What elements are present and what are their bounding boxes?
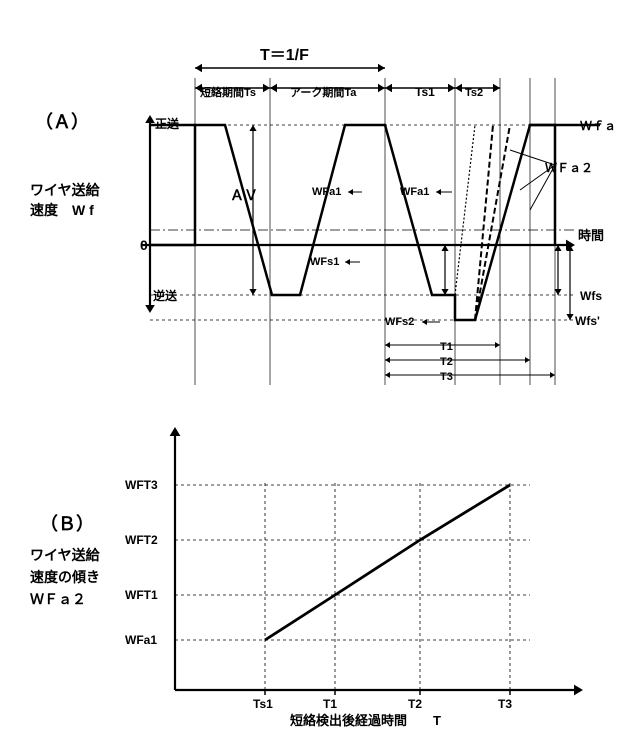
svg-text:時間: 時間 [578, 228, 604, 243]
svg-text:WFa1: WFa1 [312, 186, 341, 198]
svg-text:Ts1: Ts1 [253, 697, 273, 711]
svg-text:WFs2: WFs2 [385, 316, 414, 328]
svg-text:（Ａ）: （Ａ） [35, 112, 89, 132]
svg-text:アーク期間Ta: アーク期間Ta [290, 85, 357, 99]
svg-text:T3: T3 [440, 371, 453, 383]
svg-text:正送: 正送 [155, 116, 180, 131]
svg-text:Ｗｆａ: Ｗｆａ [580, 119, 616, 133]
svg-text:T1: T1 [440, 341, 453, 353]
svg-text:WFT3: WFT3 [125, 478, 158, 492]
svg-text:Ts1: Ts1 [415, 85, 435, 99]
svg-text:Wfs: Wfs [580, 289, 602, 303]
svg-text:Ts2: Ts2 [465, 87, 483, 99]
svg-text:短絡期間Ts: 短絡期間Ts [200, 85, 256, 99]
svg-text:WFa1: WFa1 [400, 186, 429, 198]
svg-text:0: 0 [140, 237, 148, 253]
svg-text:WFT2: WFT2 [125, 533, 158, 547]
svg-text:WFT1: WFT1 [125, 588, 158, 602]
svg-text:T2: T2 [440, 356, 453, 368]
svg-text:速度の傾き: 速度の傾き [30, 569, 100, 585]
svg-text:T3: T3 [498, 697, 512, 711]
svg-text:速度 W f: 速度 W f [30, 202, 94, 218]
svg-text:WFa1: WFa1 [125, 633, 157, 647]
svg-text:ＡＶ: ＡＶ [230, 187, 258, 203]
svg-text:（Ｂ）: （Ｂ） [40, 514, 94, 534]
svg-text:逆送: 逆送 [153, 288, 178, 303]
svg-text:ＷＦａ２: ＷＦａ２ [545, 161, 593, 175]
svg-text:Wfs': Wfs' [575, 314, 600, 328]
svg-text:ワイヤ送給: ワイヤ送給 [30, 547, 101, 563]
svg-text:WFs1: WFs1 [310, 256, 339, 268]
svg-text:ＷＦａ２: ＷＦａ２ [30, 591, 86, 607]
svg-text:T＝1/F: T＝1/F [260, 47, 309, 64]
svg-text:T1: T1 [323, 697, 337, 711]
svg-text:ワイヤ送給: ワイヤ送給 [30, 182, 101, 198]
svg-text:短絡検出後経過時間 T: 短絡検出後経過時間 T [290, 713, 441, 728]
svg-text:T2: T2 [408, 697, 422, 711]
